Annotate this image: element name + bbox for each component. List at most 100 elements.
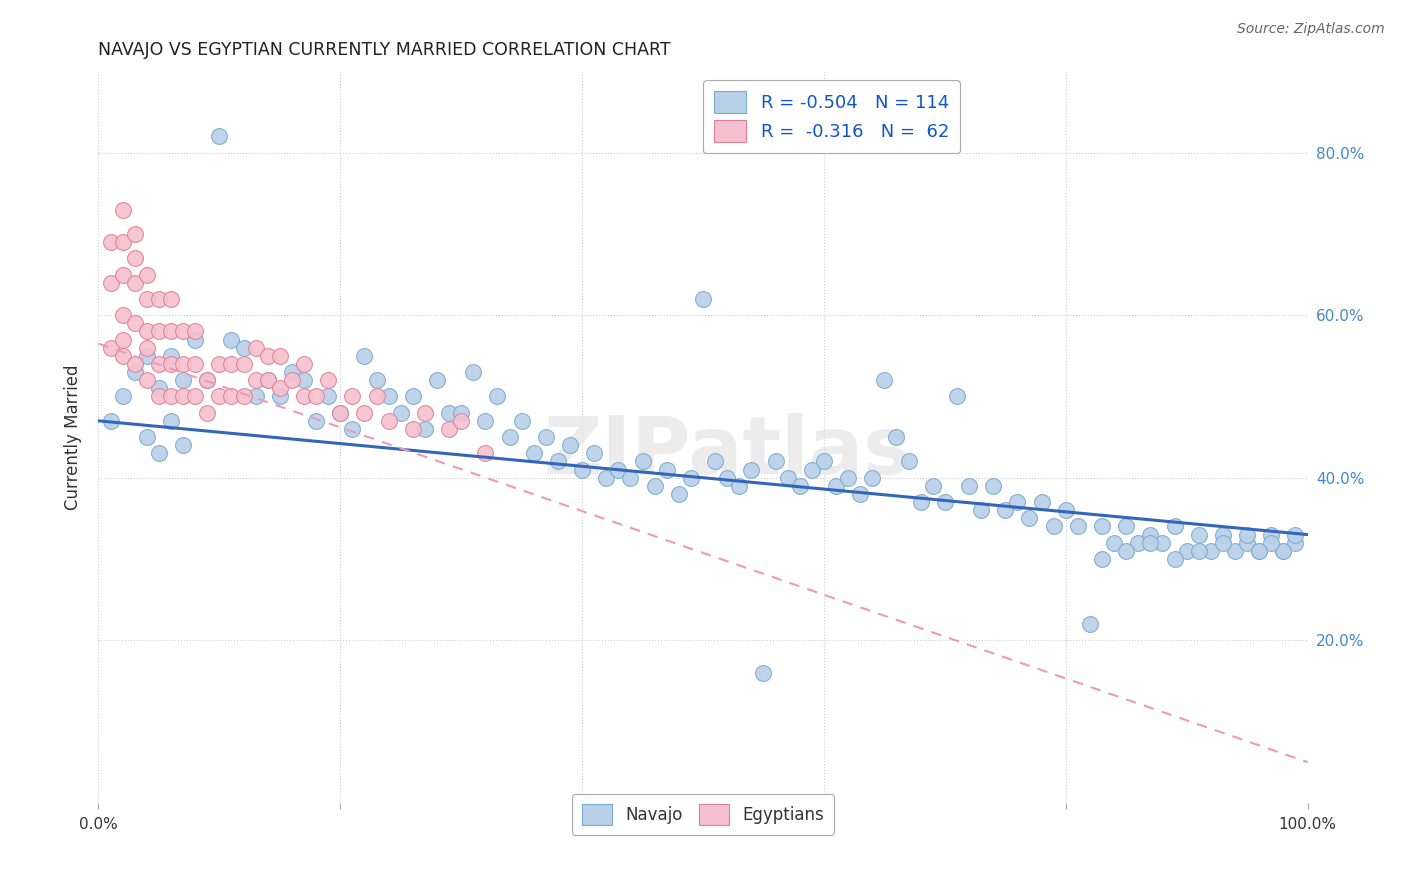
- Point: [100, 414, 122, 428]
- Point: [1078, 617, 1101, 632]
- Point: [1128, 535, 1150, 549]
- Point: [825, 479, 848, 493]
- Point: [1249, 544, 1271, 558]
- Point: [184, 389, 207, 403]
- Point: [837, 471, 859, 485]
- Point: [1139, 535, 1161, 549]
- Point: [124, 316, 146, 330]
- Point: [1272, 544, 1295, 558]
- Point: [135, 292, 157, 306]
- Point: [873, 373, 896, 387]
- Point: [305, 389, 328, 403]
- Point: [413, 406, 436, 420]
- Point: [631, 454, 654, 468]
- Point: [1175, 544, 1198, 558]
- Point: [366, 373, 388, 387]
- Point: [583, 446, 606, 460]
- Point: [184, 325, 207, 339]
- Point: [221, 389, 243, 403]
- Point: [148, 389, 170, 403]
- Point: [1223, 544, 1246, 558]
- Point: [316, 373, 339, 387]
- Point: [474, 446, 496, 460]
- Point: [486, 389, 509, 403]
- Point: [1188, 527, 1211, 541]
- Point: [100, 341, 122, 355]
- Point: [195, 373, 218, 387]
- Point: [329, 406, 352, 420]
- Point: [269, 381, 291, 395]
- Point: [281, 365, 304, 379]
- Point: [232, 389, 254, 403]
- Point: [111, 333, 134, 347]
- Point: [655, 462, 678, 476]
- Point: [981, 479, 1004, 493]
- Point: [704, 454, 727, 468]
- Point: [135, 430, 157, 444]
- Point: [305, 414, 328, 428]
- Point: [111, 389, 134, 403]
- Point: [1091, 519, 1114, 533]
- Point: [256, 349, 278, 363]
- Point: [135, 341, 157, 355]
- Point: [195, 373, 218, 387]
- Point: [377, 389, 399, 403]
- Point: [1212, 535, 1234, 549]
- Point: [765, 454, 787, 468]
- Point: [1042, 519, 1064, 533]
- Text: ZIPatlas: ZIPatlas: [543, 413, 911, 491]
- Point: [135, 373, 157, 387]
- Point: [910, 495, 932, 509]
- Point: [463, 365, 485, 379]
- Point: [1188, 544, 1211, 558]
- Point: [148, 381, 170, 395]
- Point: [1212, 527, 1234, 541]
- Point: [776, 471, 799, 485]
- Point: [342, 389, 364, 403]
- Point: [595, 471, 617, 485]
- Point: [172, 438, 194, 452]
- Point: [269, 349, 291, 363]
- Point: [1163, 552, 1185, 566]
- Point: [946, 389, 969, 403]
- Point: [668, 487, 690, 501]
- Point: [1091, 552, 1114, 566]
- Point: [135, 349, 157, 363]
- Point: [728, 479, 751, 493]
- Point: [1115, 544, 1137, 558]
- Point: [510, 414, 533, 428]
- Point: [124, 252, 146, 266]
- Point: [221, 357, 243, 371]
- Point: [1031, 495, 1053, 509]
- Point: [1272, 544, 1295, 558]
- Point: [160, 357, 183, 371]
- Point: [1260, 527, 1282, 541]
- Point: [571, 462, 593, 476]
- Text: NAVAJO VS EGYPTIAN CURRENTLY MARRIED CORRELATION CHART: NAVAJO VS EGYPTIAN CURRENTLY MARRIED COR…: [98, 41, 671, 59]
- Point: [450, 406, 472, 420]
- Point: [740, 462, 762, 476]
- Point: [426, 373, 449, 387]
- Point: [450, 414, 472, 428]
- Point: [547, 454, 569, 468]
- Point: [292, 373, 315, 387]
- Point: [644, 479, 666, 493]
- Point: [366, 389, 388, 403]
- Point: [316, 389, 339, 403]
- Point: [1199, 544, 1222, 558]
- Point: [148, 325, 170, 339]
- Point: [100, 235, 122, 249]
- Text: Source: ZipAtlas.com: Source: ZipAtlas.com: [1237, 22, 1385, 37]
- Point: [1249, 544, 1271, 558]
- Point: [195, 406, 218, 420]
- Point: [269, 389, 291, 403]
- Point: [498, 430, 520, 444]
- Point: [1102, 535, 1125, 549]
- Point: [281, 373, 304, 387]
- Point: [800, 462, 823, 476]
- Point: [160, 389, 183, 403]
- Point: [897, 454, 920, 468]
- Point: [208, 357, 231, 371]
- Point: [921, 479, 943, 493]
- Point: [1236, 535, 1258, 549]
